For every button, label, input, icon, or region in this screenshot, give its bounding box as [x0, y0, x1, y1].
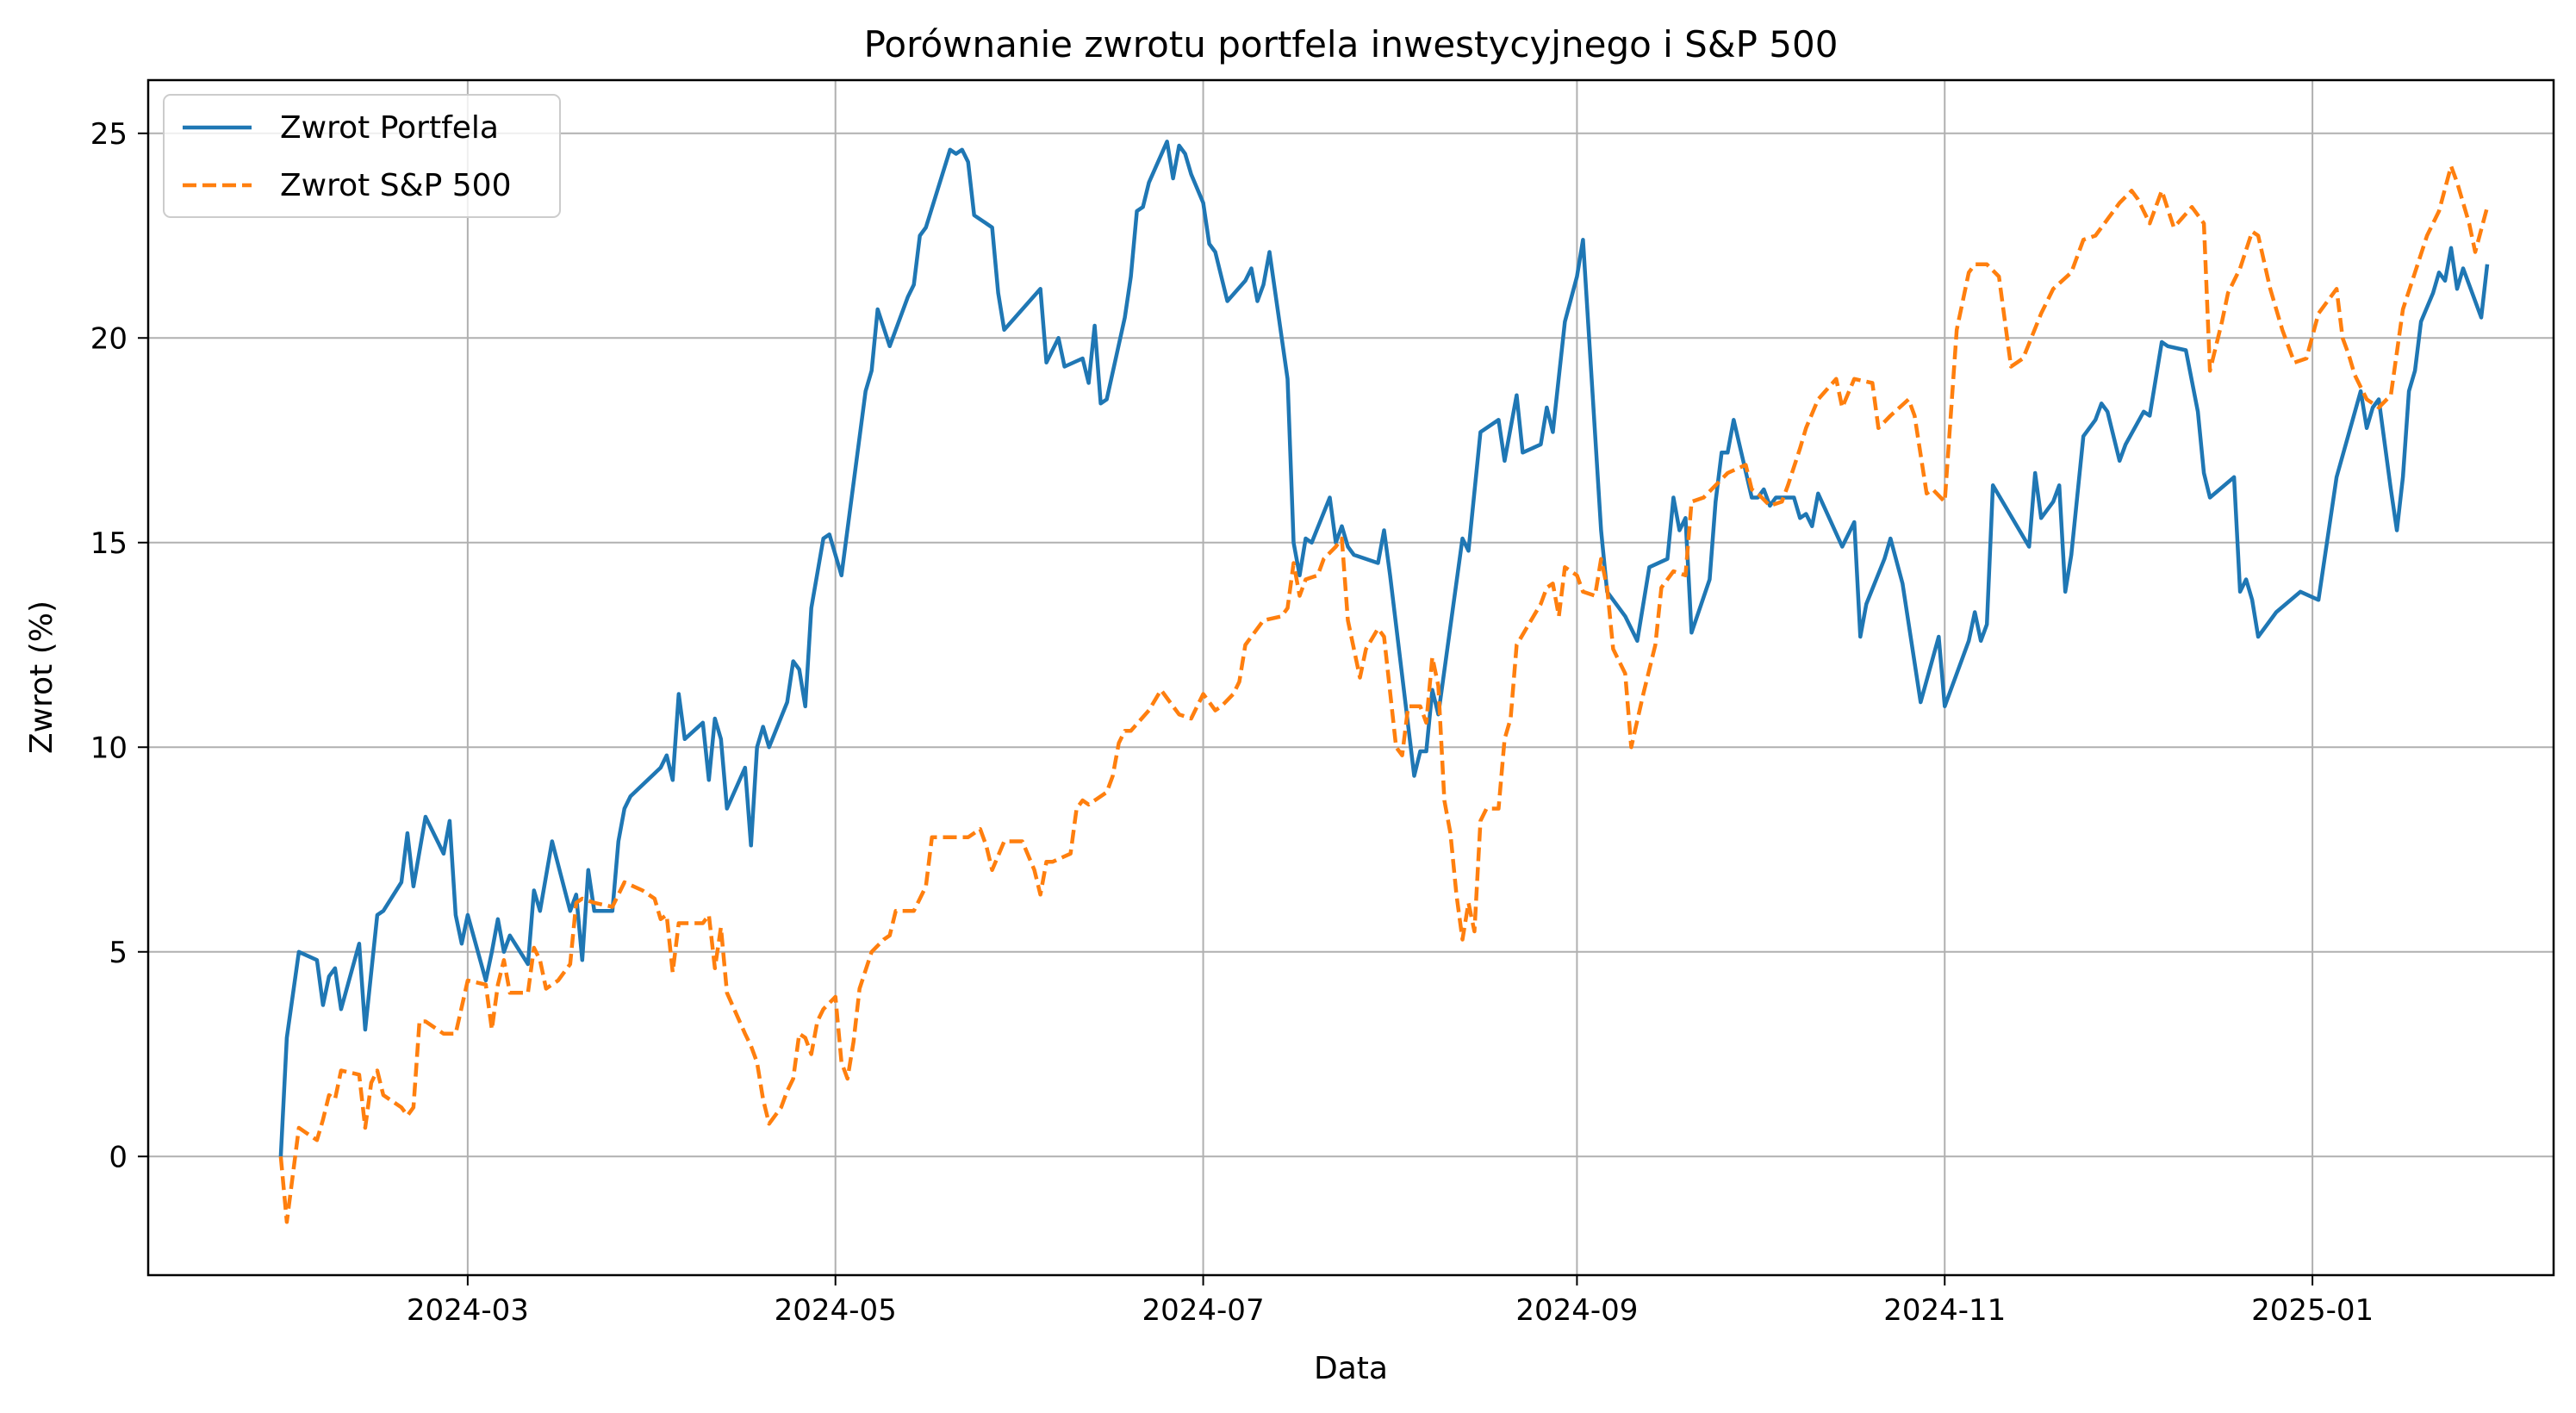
y-tick-label: 25: [90, 117, 128, 152]
y-tick-label: 20: [90, 321, 128, 356]
series-line-portfolio: [278, 140, 2490, 1157]
y-tick-label: 10: [90, 731, 128, 765]
x-tick-label: 2025-01: [2251, 1293, 2374, 1328]
grid-lines: [148, 80, 2554, 1275]
x-tick-label: 2024-05: [775, 1293, 897, 1328]
legend: Zwrot Portfela Zwrot S&P 500: [163, 94, 561, 218]
chart-title: Porównanie zwrotu portfela inwestycyjneg…: [864, 23, 1839, 65]
axis-ticks: 2024-03 2024-05 2024-07 2024-09 2024-11 2025-…: [90, 117, 2374, 1328]
series-line-sp500: [278, 164, 2490, 1224]
legend-label-sp500: Zwrot S&P 500: [280, 168, 512, 203]
plot-frame: [146, 78, 2555, 1277]
y-tick-label: 0: [109, 1140, 128, 1174]
x-tick-label: 2024-07: [1142, 1293, 1265, 1328]
y-axis-label: Zwrot (%): [24, 601, 59, 754]
x-tick-label: 2024-03: [407, 1293, 529, 1328]
x-axis-label: Data: [1314, 1351, 1388, 1386]
y-tick-label: 5: [109, 936, 128, 970]
legend-frame: [163, 94, 561, 218]
y-tick-label: 15: [90, 526, 128, 561]
x-tick-label: 2024-11: [1883, 1293, 2006, 1328]
series-lines: [278, 140, 2490, 1224]
x-tick-label: 2024-09: [1515, 1293, 1638, 1328]
legend-label-portfolio: Zwrot Portfela: [280, 110, 499, 146]
